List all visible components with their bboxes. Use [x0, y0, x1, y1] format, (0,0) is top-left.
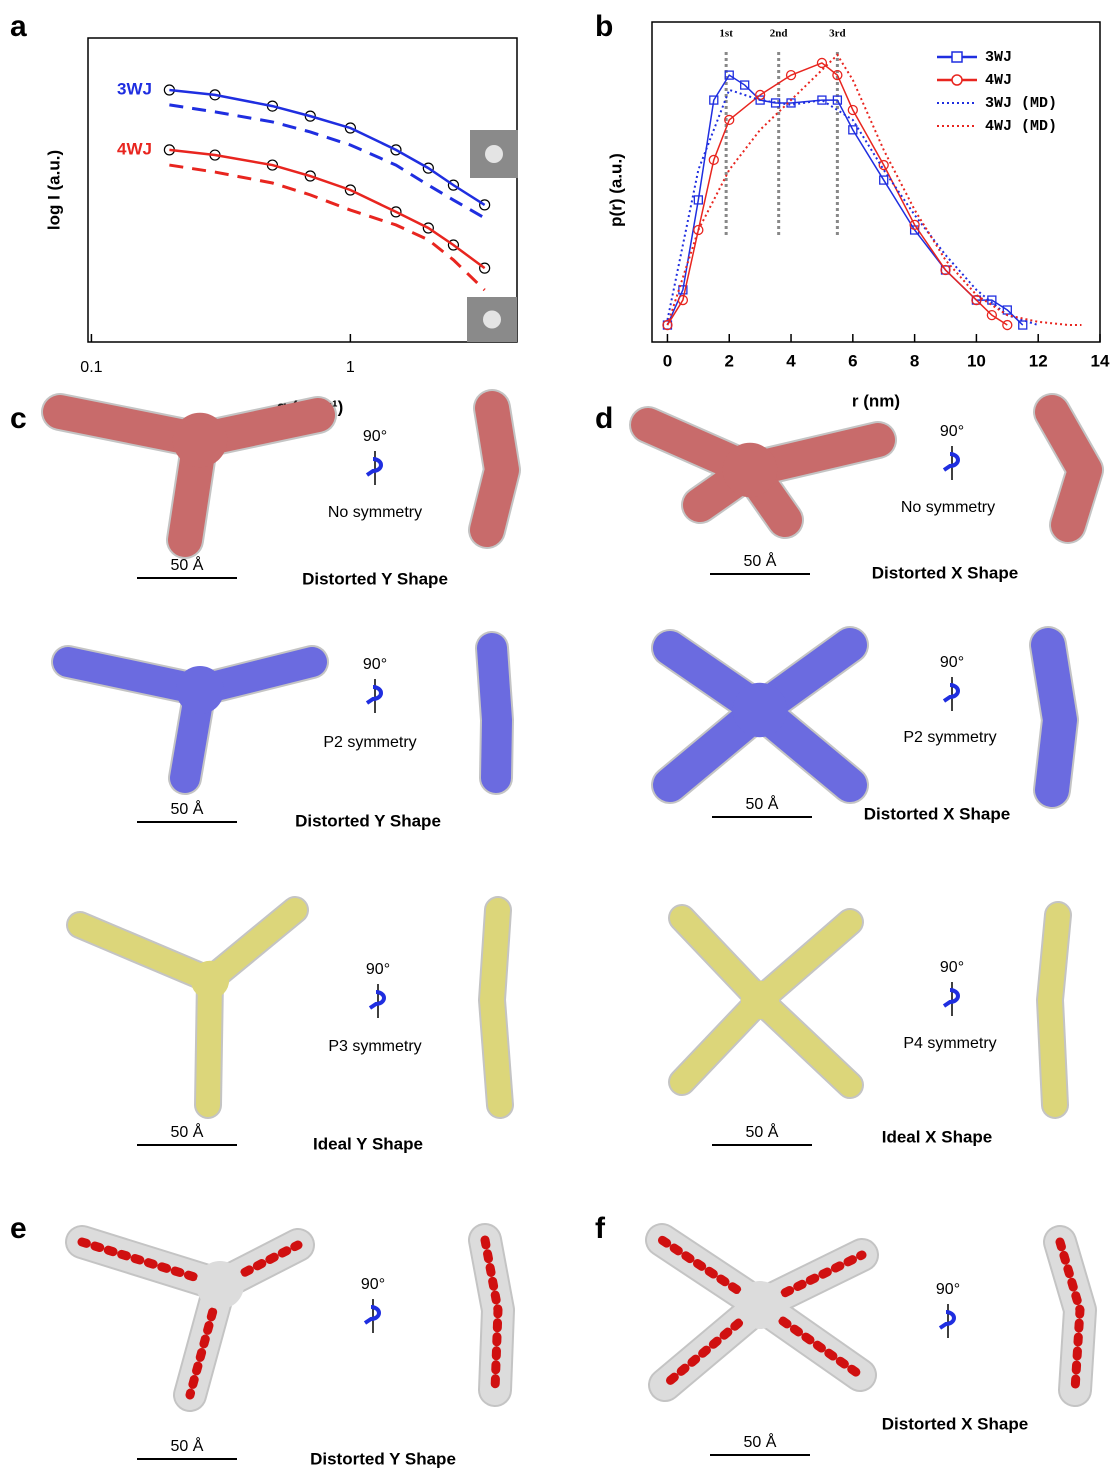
envelope-core — [191, 961, 229, 999]
shape-label: Distorted Y Shape — [295, 811, 441, 830]
legend-label: 3WJ (MD) — [985, 95, 1057, 112]
x-tick-label: 2 — [725, 351, 734, 370]
x-tick-label: 6 — [848, 351, 857, 370]
rotation-label: 90° — [363, 656, 387, 673]
x-tick-label: 14 — [1091, 351, 1110, 370]
rotation-arrow — [367, 687, 381, 703]
panel-label: a — [10, 10, 27, 43]
legend-label: 3WJ — [985, 49, 1012, 66]
fit-curve — [169, 150, 484, 268]
x-tick-label: 1 — [346, 359, 355, 376]
peak-label: 3rd — [829, 28, 846, 40]
symmetry-label: P4 symmetry — [903, 1035, 996, 1052]
rotation-arrow — [944, 990, 958, 1006]
symmetry-label: P2 symmetry — [903, 729, 996, 746]
rotation-label: 90° — [366, 961, 390, 978]
model-curve — [169, 165, 484, 290]
legend-marker — [952, 52, 962, 62]
shape-label: Distorted X Shape — [872, 563, 1018, 582]
symmetry-label: P3 symmetry — [328, 1038, 421, 1055]
envelope-core — [741, 981, 779, 1019]
rotation-label: 90° — [936, 1281, 960, 1298]
envelope — [1048, 645, 1060, 790]
panel-label: b — [595, 10, 613, 43]
fit-curve — [169, 90, 484, 205]
scale-label: 50 Å — [171, 799, 204, 818]
shape-label: Distorted Y Shape — [310, 1449, 456, 1468]
inset-glow — [483, 311, 501, 329]
scale-label: 50 Å — [744, 1432, 777, 1451]
y-axis-title: p(r) (a.u.) — [606, 153, 625, 227]
legend-label: 4WJ — [985, 72, 1012, 89]
shape-label: Ideal X Shape — [882, 1127, 993, 1146]
shape-label: Ideal Y Shape — [313, 1134, 423, 1153]
x-tick-label: 10 — [967, 351, 986, 370]
envelope — [492, 910, 500, 1105]
rotation-label: 90° — [940, 959, 964, 976]
panel-label: f — [595, 1212, 606, 1245]
rotation-label: 90° — [940, 423, 964, 440]
symmetry-label: No symmetry — [901, 499, 995, 516]
plot-frame — [652, 22, 1100, 342]
envelope — [487, 408, 502, 530]
pr-curve — [667, 75, 1022, 325]
x-axis-title: r (nm) — [852, 391, 900, 410]
envelope — [1052, 412, 1085, 525]
panel-label: e — [10, 1212, 27, 1245]
peak-label: 2nd — [770, 28, 788, 40]
x-tick-label: 8 — [910, 351, 919, 370]
shape-label: Distorted X Shape — [864, 804, 1010, 823]
rotation-label: 90° — [361, 1276, 385, 1293]
shape-label: Distorted X Shape — [882, 1414, 1028, 1433]
scale-label: 50 Å — [746, 794, 779, 813]
symmetry-label: P2 symmetry — [323, 734, 416, 751]
envelope-core — [723, 443, 777, 497]
legend-marker — [952, 75, 962, 85]
legend-label: 4WJ (MD) — [985, 118, 1057, 135]
envelope — [492, 648, 497, 778]
scale-label: 50 Å — [746, 1122, 779, 1141]
envelope — [1050, 915, 1058, 1105]
scale-label: 50 Å — [171, 555, 204, 574]
envelope-core — [173, 413, 227, 467]
rotation-label: 90° — [940, 654, 964, 671]
scale-label: 50 Å — [171, 1436, 204, 1455]
envelope — [80, 910, 295, 1105]
envelope-core — [736, 1281, 784, 1329]
x-tick-label: 0 — [663, 351, 672, 370]
x-tick-label: 4 — [786, 351, 796, 370]
envelope-core — [733, 683, 787, 737]
x-tick-label: 12 — [1029, 351, 1048, 370]
peak-label: 1st — [719, 28, 733, 40]
panel-label: c — [10, 402, 27, 435]
y-axis-title: log I (a.u.) — [44, 150, 63, 230]
rotation-arrow — [944, 685, 958, 701]
rotation-arrow — [367, 459, 381, 475]
envelope-core — [196, 1261, 244, 1309]
scale-label: 50 Å — [171, 1122, 204, 1141]
rotation-arrow — [944, 454, 958, 470]
symmetry-label: No symmetry — [328, 504, 422, 521]
scale-label: 50 Å — [744, 551, 777, 570]
rotation-arrow — [365, 1307, 379, 1323]
series-label: 4WJ — [117, 139, 152, 158]
rotation-label: 90° — [363, 428, 387, 445]
rotation-arrow — [370, 992, 384, 1008]
shape-label: Distorted Y Shape — [302, 569, 448, 588]
series-label: 3WJ — [117, 79, 152, 98]
inset-glow — [485, 145, 503, 163]
envelope-core — [176, 666, 224, 714]
rotation-arrow — [940, 1312, 954, 1328]
panel-label: d — [595, 402, 613, 435]
x-tick-label: 0.1 — [80, 359, 102, 376]
pr-curve — [667, 90, 1038, 325]
figure: a0.11q (nm⁻¹)log I (a.u.)3WJ4WJb02468101… — [0, 0, 1115, 1470]
